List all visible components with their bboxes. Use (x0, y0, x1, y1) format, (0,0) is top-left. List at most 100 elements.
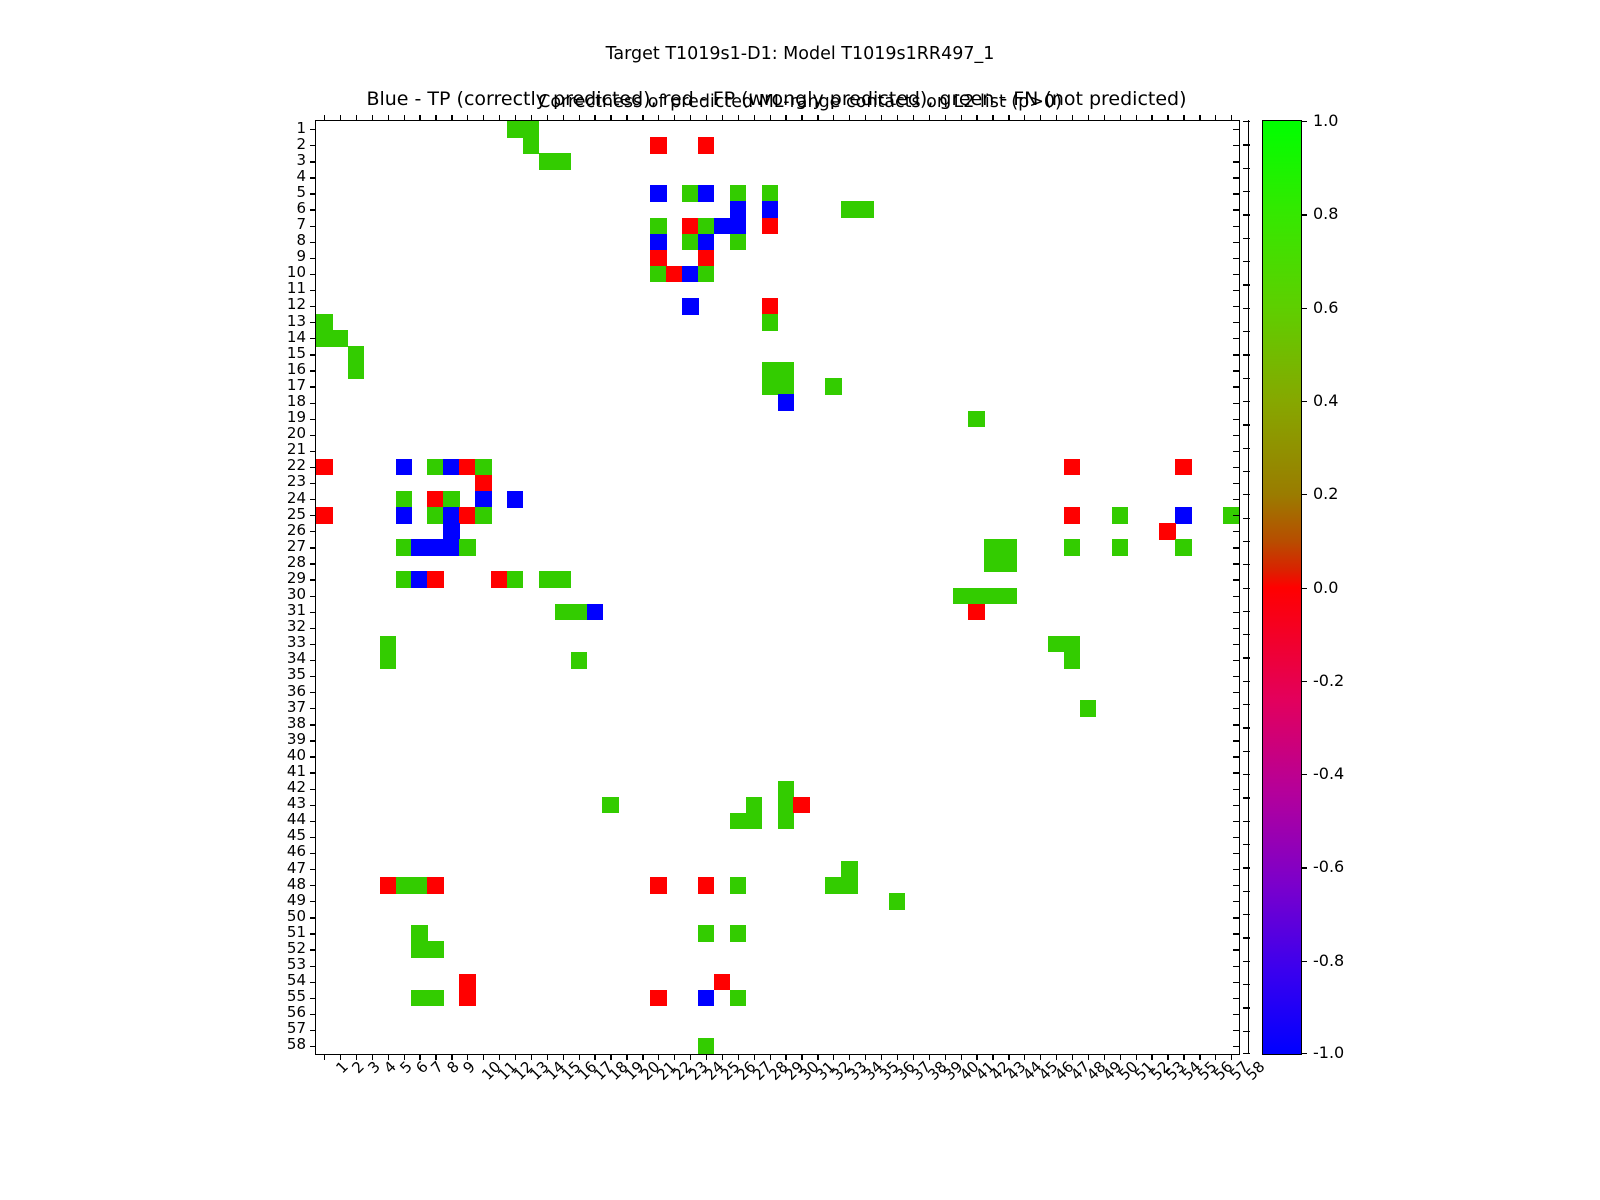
colorbar-minor-tick (1243, 377, 1250, 379)
y-tick-mark-right (1233, 386, 1239, 388)
y-tick-mark-right (1233, 627, 1239, 629)
y-axis-tick-labels: 1 2 3 4 5 6 7 8 9 10 11 12 13 14 15 16 17 18 19 20 21 22 23 24 2… (252, 120, 306, 1053)
heatmap-cell (857, 201, 874, 219)
y-tick-label: 39 (286, 729, 306, 748)
x-tick-mark (880, 1054, 883, 1060)
y-tick-mark (310, 692, 316, 694)
y-tick-label: 12 (286, 295, 306, 314)
y-tick-mark (310, 579, 316, 581)
x-tick-mark (960, 1054, 962, 1060)
x-tick-label: 9 (459, 1057, 480, 1078)
heatmap-cell (952, 587, 970, 605)
colorbar-tick-label: 0.6 (1313, 297, 1339, 317)
y-tick-mark (310, 917, 316, 919)
y-tick-mark (310, 370, 316, 372)
x-tick-mark-top (753, 115, 755, 121)
y-tick-mark-right (1233, 1045, 1239, 1048)
x-tick-mark (435, 1054, 437, 1060)
y-tick-mark (310, 708, 316, 710)
heatmap-cell (411, 941, 428, 959)
heatmap-cell (427, 539, 444, 556)
y-tick-mark-right (1233, 499, 1239, 501)
colorbar-minor-tick (1243, 1030, 1250, 1032)
y-tick-mark (310, 611, 316, 613)
x-tick-mark (610, 1054, 612, 1060)
x-tick-mark-top (912, 115, 915, 121)
y-tick-mark-right (1233, 209, 1239, 211)
heatmap-cell (777, 780, 794, 798)
y-tick-mark (310, 1045, 316, 1048)
colorbar-tick-mark (1301, 867, 1307, 869)
heatmap-cell (729, 925, 747, 942)
y-tick-mark (310, 595, 316, 597)
colorbar-minor-tick (1243, 727, 1250, 729)
x-tick-mark-top (1135, 115, 1137, 121)
colorbar-minor-tick (1243, 284, 1250, 286)
y-tick-mark (310, 949, 316, 951)
y-tick-mark (310, 209, 316, 211)
x-tick-mark-top (1199, 115, 1201, 121)
x-tick-mark-top (865, 115, 867, 121)
colorbar-minor-tick (1243, 587, 1250, 589)
x-tick-mark-top (1151, 115, 1153, 121)
y-tick-label: 13 (286, 311, 306, 330)
x-tick-mark (578, 1054, 580, 1060)
y-tick-mark-right (1233, 161, 1239, 163)
x-tick-mark-top (610, 115, 612, 121)
x-tick-label: 5 (395, 1057, 416, 1078)
y-tick-mark (310, 627, 316, 629)
y-tick-mark (310, 515, 316, 517)
heatmap-cell (1223, 507, 1239, 524)
y-tick-mark (310, 788, 316, 790)
colorbar-minor-tick (1243, 750, 1250, 753)
colorbar-tick-label: 0.2 (1313, 484, 1339, 504)
x-tick-mark (1071, 1054, 1074, 1060)
heatmap-cell (697, 265, 715, 283)
heatmap-cell (316, 458, 333, 476)
heatmap-cell (761, 362, 779, 379)
heatmap-cell (316, 330, 333, 347)
x-tick-mark-top (483, 115, 485, 121)
y-tick-mark-right (1233, 145, 1239, 147)
heatmap-cell (475, 474, 492, 492)
x-tick-label: 6 (411, 1057, 432, 1078)
y-tick-label: 31 (286, 601, 306, 620)
y-tick-mark (310, 981, 316, 983)
y-tick-label: 24 (286, 488, 306, 507)
heatmap-cell (427, 877, 444, 894)
heatmap-cell (1175, 458, 1192, 476)
colorbar-minor-tick (1243, 984, 1250, 986)
y-tick-mark-right (1233, 579, 1239, 581)
heatmap-cell (697, 877, 715, 894)
y-tick-mark-right (1233, 852, 1239, 855)
heatmap-cell (697, 185, 715, 203)
x-tick-mark-top (705, 115, 708, 121)
x-tick-mark-top (1215, 115, 1217, 121)
heatmap-cell (761, 185, 779, 203)
colorbar-tick-label: -0.4 (1313, 764, 1345, 784)
heatmap-cell (761, 314, 779, 331)
colorbar-tick-label: -0.2 (1313, 670, 1345, 690)
x-tick-mark-top (562, 115, 564, 121)
y-tick-mark (310, 145, 316, 147)
x-tick-mark (801, 1054, 803, 1060)
x-tick-label: 58 (1242, 1057, 1269, 1084)
x-tick-mark (514, 1054, 517, 1060)
y-tick-mark (310, 659, 316, 662)
y-tick-mark (310, 193, 316, 195)
colorbar-minor-tick (1243, 680, 1250, 683)
y-tick-mark-right (1233, 257, 1239, 260)
x-tick-mark (833, 1054, 835, 1060)
y-tick-label: 52 (286, 938, 306, 957)
x-tick-mark (626, 1054, 628, 1060)
heatmap-cell (968, 410, 985, 428)
y-tick-label: 44 (286, 810, 306, 829)
contact-map-plot-area[interactable] (310, 115, 1240, 1060)
x-tick-mark (865, 1054, 867, 1060)
x-tick-mark-top (928, 115, 930, 121)
heatmap-cell (443, 539, 460, 556)
y-tick-mark (310, 338, 316, 340)
y-tick-mark-right (1233, 531, 1239, 533)
heatmap-cell (379, 635, 397, 653)
